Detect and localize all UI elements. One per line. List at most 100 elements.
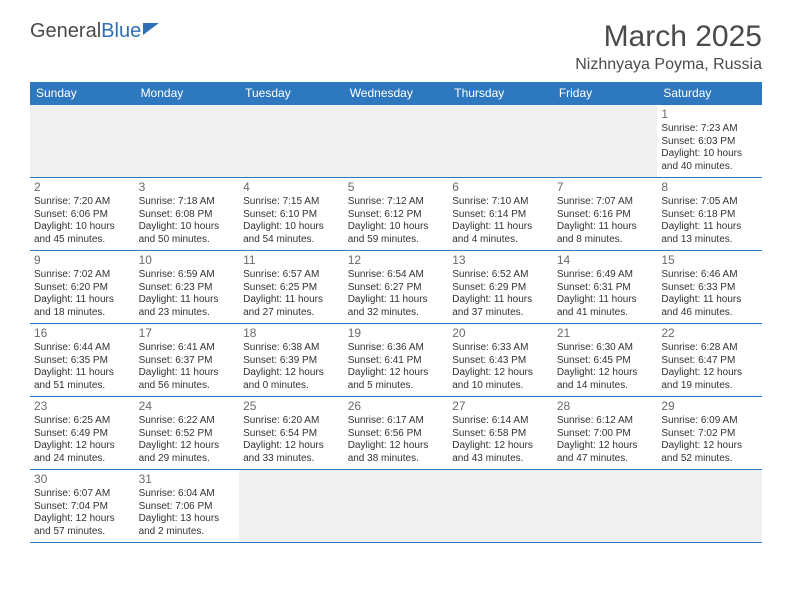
sunrise-line: Sunrise: 6:46 AM (661, 269, 758, 282)
calendar-cell: 27Sunrise: 6:14 AMSunset: 6:58 PMDayligh… (448, 397, 553, 470)
sunset-line: Sunset: 7:02 PM (661, 428, 758, 441)
calendar-body: 1Sunrise: 7:23 AMSunset: 6:03 PMDaylight… (30, 105, 762, 543)
daylight-line: Daylight: 11 hours and 32 minutes. (348, 294, 445, 319)
day-number: 5 (348, 180, 445, 195)
daylight-line: Daylight: 11 hours and 18 minutes. (34, 294, 131, 319)
weekday-header: Saturday (657, 82, 762, 105)
calendar-cell: 3Sunrise: 7:18 AMSunset: 6:08 PMDaylight… (135, 178, 240, 251)
calendar-cell: 30Sunrise: 6:07 AMSunset: 7:04 PMDayligh… (30, 470, 135, 543)
daylight-line: Daylight: 12 hours and 47 minutes. (557, 440, 654, 465)
daylight-line: Daylight: 12 hours and 33 minutes. (243, 440, 340, 465)
sunrise-line: Sunrise: 6:36 AM (348, 342, 445, 355)
sunset-line: Sunset: 6:18 PM (661, 209, 758, 222)
calendar-row: 23Sunrise: 6:25 AMSunset: 6:49 PM Dayligh… (30, 397, 762, 470)
sunset-line: Sunset: 6:35 PM (34, 355, 131, 368)
calendar-cell (344, 105, 449, 178)
calendar-cell: 2Sunrise: 7:20 AMSunset: 6:06 PMDaylight… (30, 178, 135, 251)
calendar-row: 2Sunrise: 7:20 AMSunset: 6:06 PMDaylight… (30, 178, 762, 251)
sunset-line: Sunset: 6:10 PM (243, 209, 340, 222)
page-title: March 2025 (575, 20, 762, 54)
day-number: 18 (243, 326, 340, 341)
sunset-line: Sunset: 6:49 PM (34, 428, 131, 441)
calendar-cell: 6Sunrise: 7:10 AMSunset: 6:14 PMDaylight… (448, 178, 553, 251)
day-number: 9 (34, 253, 131, 268)
sunrise-line: Sunrise: 6:25 AM (34, 415, 131, 428)
logo: GeneralBlue (30, 20, 159, 43)
sunset-line: Sunset: 6:41 PM (348, 355, 445, 368)
daylight-line: Daylight: 10 hours and 45 minutes. (34, 221, 131, 246)
day-number: 23 (34, 399, 131, 414)
calendar-cell: 24Sunrise: 6:22 AMSunset: 6:52 PMDayligh… (135, 397, 240, 470)
calendar-cell: 22Sunrise: 6:28 AMSunset: 6:47 PMDayligh… (657, 324, 762, 397)
sunrise-line: Sunrise: 7:15 AM (243, 196, 340, 209)
daylight-line: Daylight: 11 hours and 23 minutes. (139, 294, 236, 319)
daylight-line: Daylight: 12 hours and 43 minutes. (452, 440, 549, 465)
day-number: 12 (348, 253, 445, 268)
weekday-header-row: SundayMondayTuesdayWednesdayThursdayFrid… (30, 82, 762, 105)
weekday-header: Monday (135, 82, 240, 105)
day-number: 30 (34, 472, 131, 487)
daylight-line: Daylight: 12 hours and 29 minutes. (139, 440, 236, 465)
sunset-line: Sunset: 6:58 PM (452, 428, 549, 441)
daylight-line: Daylight: 12 hours and 52 minutes. (661, 440, 758, 465)
sunrise-line: Sunrise: 6:30 AM (557, 342, 654, 355)
sunrise-line: Sunrise: 6:41 AM (139, 342, 236, 355)
daylight-line: Daylight: 12 hours and 10 minutes. (452, 367, 549, 392)
day-number: 11 (243, 253, 340, 268)
day-number: 17 (139, 326, 236, 341)
daylight-line: Daylight: 11 hours and 41 minutes. (557, 294, 654, 319)
sunset-line: Sunset: 6:33 PM (661, 282, 758, 295)
daylight-line: Daylight: 12 hours and 38 minutes. (348, 440, 445, 465)
sunrise-line: Sunrise: 6:14 AM (452, 415, 549, 428)
sunset-line: Sunset: 6:03 PM (661, 136, 758, 149)
sunset-line: Sunset: 6:45 PM (557, 355, 654, 368)
sunset-line: Sunset: 6:06 PM (34, 209, 131, 222)
sunset-line: Sunset: 6:25 PM (243, 282, 340, 295)
calendar-cell (553, 105, 658, 178)
sunrise-line: Sunrise: 7:05 AM (661, 196, 758, 209)
day-number: 13 (452, 253, 549, 268)
calendar-row: 30Sunrise: 6:07 AMSunset: 7:04 PMDayligh… (30, 470, 762, 543)
sunrise-line: Sunrise: 6:09 AM (661, 415, 758, 428)
day-number: 3 (139, 180, 236, 195)
sunset-line: Sunset: 6:29 PM (452, 282, 549, 295)
weekday-header: Friday (553, 82, 658, 105)
sunset-line: Sunset: 7:06 PM (139, 501, 236, 514)
daylight-line: Daylight: 12 hours and 14 minutes. (557, 367, 654, 392)
calendar-cell: 14Sunrise: 6:49 AMSunset: 6:31 PMDayligh… (553, 251, 658, 324)
sunset-line: Sunset: 6:52 PM (139, 428, 236, 441)
calendar-cell: 20Sunrise: 6:33 AMSunset: 6:43 PMDayligh… (448, 324, 553, 397)
daylight-line: Daylight: 12 hours and 19 minutes. (661, 367, 758, 392)
day-number: 22 (661, 326, 758, 341)
logo-triangle-icon (143, 23, 159, 35)
daylight-line: Daylight: 11 hours and 4 minutes. (452, 221, 549, 246)
calendar-cell: 8Sunrise: 7:05 AMSunset: 6:18 PMDaylight… (657, 178, 762, 251)
calendar-cell: 13Sunrise: 6:52 AMSunset: 6:29 PMDayligh… (448, 251, 553, 324)
day-number: 6 (452, 180, 549, 195)
calendar-cell (344, 470, 449, 543)
daylight-line: Daylight: 12 hours and 0 minutes. (243, 367, 340, 392)
sunrise-line: Sunrise: 6:59 AM (139, 269, 236, 282)
sunrise-line: Sunrise: 7:02 AM (34, 269, 131, 282)
calendar-cell: 12Sunrise: 6:54 AMSunset: 6:27 PMDayligh… (344, 251, 449, 324)
daylight-line: Daylight: 11 hours and 8 minutes. (557, 221, 654, 246)
sunset-line: Sunset: 6:27 PM (348, 282, 445, 295)
calendar-cell (239, 470, 344, 543)
sunset-line: Sunset: 6:47 PM (661, 355, 758, 368)
calendar-cell: 25Sunrise: 6:20 AMSunset: 6:54 PMDayligh… (239, 397, 344, 470)
calendar-cell: 16Sunrise: 6:44 AMSunset: 6:35 PMDayligh… (30, 324, 135, 397)
day-number: 21 (557, 326, 654, 341)
daylight-line: Daylight: 11 hours and 37 minutes. (452, 294, 549, 319)
calendar-cell (657, 470, 762, 543)
calendar-table: SundayMondayTuesdayWednesdayThursdayFrid… (30, 82, 762, 543)
sunset-line: Sunset: 6:39 PM (243, 355, 340, 368)
logo-text-1: General (30, 20, 101, 43)
sunrise-line: Sunrise: 6:12 AM (557, 415, 654, 428)
calendar-cell (239, 105, 344, 178)
calendar-cell: 18Sunrise: 6:38 AMSunset: 6:39 PMDayligh… (239, 324, 344, 397)
day-number: 20 (452, 326, 549, 341)
daylight-line: Daylight: 11 hours and 51 minutes. (34, 367, 131, 392)
sunrise-line: Sunrise: 6:57 AM (243, 269, 340, 282)
daylight-line: Daylight: 10 hours and 50 minutes. (139, 221, 236, 246)
sunset-line: Sunset: 6:20 PM (34, 282, 131, 295)
